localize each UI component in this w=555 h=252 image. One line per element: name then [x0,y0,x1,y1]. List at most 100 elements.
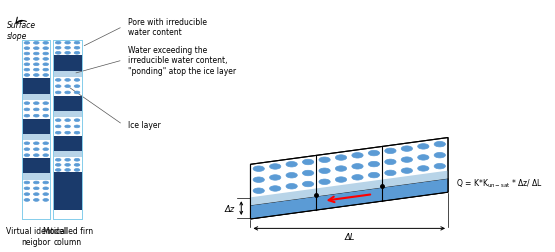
Circle shape [43,148,48,151]
Bar [22,41,51,219]
Circle shape [253,166,264,172]
Circle shape [74,132,80,135]
Circle shape [24,109,30,111]
Circle shape [418,155,429,161]
Circle shape [24,181,30,184]
Circle shape [56,169,61,172]
Circle shape [369,162,380,167]
Circle shape [74,85,80,88]
Text: Q = K*K$_{\mathrm{un-sat}}$ * $\Delta$z/ $\Delta$L: Q = K*K$_{\mathrm{un-sat}}$ * $\Delta$z/… [456,177,543,189]
Circle shape [65,42,70,45]
Text: Water exceeding the
irreducible water content,
"ponding" atop the ice layer: Water exceeding the irreducible water co… [128,46,236,76]
Circle shape [24,64,30,66]
Circle shape [33,109,39,111]
Circle shape [33,199,39,202]
Text: Pore with irreducible
water content: Pore with irreducible water content [128,18,207,37]
Circle shape [352,164,363,169]
Circle shape [65,159,70,162]
Circle shape [418,166,429,171]
Circle shape [33,187,39,190]
Text: Δz: Δz [225,204,235,213]
Circle shape [43,74,48,77]
Circle shape [56,159,61,162]
Polygon shape [250,138,448,219]
Circle shape [33,102,39,105]
Circle shape [369,173,380,178]
Circle shape [24,102,30,105]
Bar [22,78,51,94]
Circle shape [43,181,48,184]
Bar [53,71,82,77]
Circle shape [369,151,380,156]
Text: Virtual identical
neigbor: Virtual identical neigbor [6,227,67,246]
Bar [22,174,51,180]
Circle shape [56,47,61,50]
Circle shape [24,53,30,56]
Circle shape [65,79,70,82]
Circle shape [74,92,80,94]
Circle shape [286,184,297,189]
Circle shape [56,119,61,122]
Circle shape [74,159,80,162]
Circle shape [56,52,61,55]
Circle shape [65,92,70,94]
Circle shape [33,193,39,196]
Circle shape [74,42,80,45]
Circle shape [74,52,80,55]
Circle shape [33,53,39,56]
Circle shape [286,173,297,178]
Circle shape [24,115,30,118]
Circle shape [302,182,314,187]
Bar [22,135,51,141]
Circle shape [24,74,30,77]
Text: Modelled firn
column: Modelled firn column [43,227,93,246]
Text: ΔL: ΔL [344,232,355,241]
Circle shape [270,175,281,180]
Circle shape [65,85,70,88]
Bar [53,136,82,151]
Text: Ice layer: Ice layer [128,121,160,130]
Circle shape [56,42,61,45]
Circle shape [24,154,30,157]
Circle shape [43,154,48,157]
Circle shape [33,142,39,145]
Polygon shape [250,179,448,219]
Circle shape [401,146,412,152]
Circle shape [33,64,39,66]
Circle shape [352,153,363,159]
Circle shape [434,164,446,169]
Circle shape [253,188,264,194]
Circle shape [65,52,70,55]
Circle shape [33,58,39,61]
Bar [53,56,82,71]
Circle shape [24,42,30,45]
Bar [22,41,51,219]
Circle shape [319,179,330,185]
Circle shape [24,69,30,72]
Circle shape [335,166,347,172]
Polygon shape [250,171,448,205]
Circle shape [43,64,48,66]
Circle shape [43,42,48,45]
Circle shape [74,119,80,122]
Circle shape [65,47,70,50]
Circle shape [74,169,80,172]
Circle shape [385,160,396,165]
Bar [22,119,51,135]
Circle shape [33,42,39,45]
Circle shape [33,181,39,184]
Circle shape [319,158,330,163]
Circle shape [43,109,48,111]
Circle shape [65,125,70,128]
Circle shape [33,74,39,77]
Circle shape [33,154,39,157]
Circle shape [385,170,396,176]
Circle shape [43,193,48,196]
Circle shape [65,119,70,122]
Circle shape [335,155,347,161]
Circle shape [270,186,281,192]
Bar [53,111,82,117]
Circle shape [352,175,363,180]
Circle shape [24,148,30,151]
Circle shape [33,115,39,118]
